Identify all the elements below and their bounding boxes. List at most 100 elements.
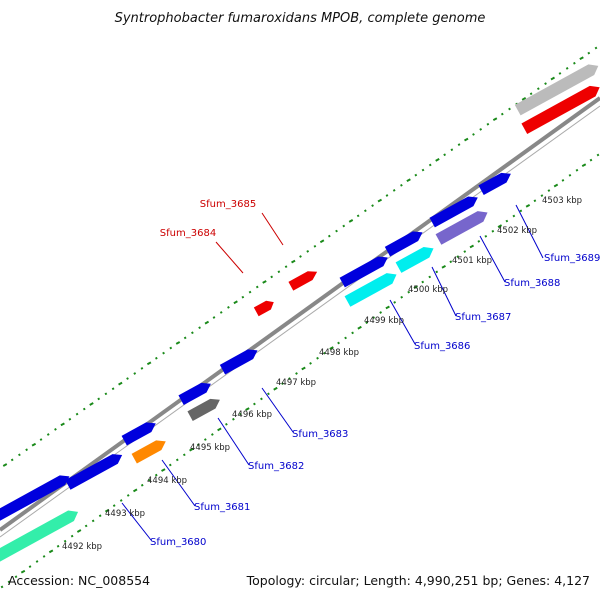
gene-label-sfum-3685[interactable]: Sfum_3685 [200,199,256,210]
kbp-label: 4501 kbp [452,256,492,266]
lower-tick [182,453,186,457]
gene-label-sfum-3681[interactable]: Sfum_3681 [194,502,250,513]
upper-tick [364,209,367,213]
genome-summary-text: Topology: circular; Length: 4,990,251 bp… [246,573,590,588]
upper-tick [450,148,454,152]
gene-label-sfum-3689-leader [515,204,544,259]
feature-cds[interactable] [384,231,423,257]
kbp-scale-labels: 4492 kbp 4493 kbp 4494 kbp 4495 kbp 4496 kbp… [62,196,582,552]
upper-tick [233,300,238,305]
feature-sfum-3689[interactable] [478,172,511,196]
gene-label-sfum-3684-leader [215,241,244,274]
lower-tick [56,544,60,548]
upper-tick [111,387,115,391]
gene-features [0,64,600,563]
feature-sfum-3686[interactable] [344,273,397,307]
upper-tick [464,137,469,142]
upper-tick [227,305,230,309]
lower-tick [540,194,544,198]
upper-tick [146,361,152,366]
upper-tick [371,204,374,208]
upper-tick [169,346,173,350]
upper-tick [18,453,21,457]
upper-tick [327,234,331,238]
feature-cds[interactable] [121,422,156,446]
gene-label-sfum-3687[interactable]: Sfum_3687 [455,312,511,323]
lower-tick [295,372,298,375]
upper-tick [406,178,411,183]
lower-tick [372,316,375,319]
kbp-label: 4500 kbp [408,285,448,295]
upper-tick [486,122,490,126]
upper-tick [291,259,296,264]
upper-tick [550,76,555,81]
lower-tick [63,539,67,543]
upper-tick [89,402,94,406]
upper-tick [319,239,325,244]
feature-cds[interactable] [429,196,478,228]
feature-sfum-3687[interactable] [395,246,434,273]
lower-tick [161,468,166,472]
upper-tick [2,463,8,467]
feature-gray[interactable] [514,64,599,116]
map-title: Syntrophobacter fumaroxidans MPOB, compl… [115,11,486,26]
accession-text: Accession: NC_008554 [8,573,151,588]
lower-tick [519,209,523,213]
upper-tick [342,224,346,228]
lower-tick [70,534,74,538]
lower-tick [400,295,404,299]
upper-tick [140,367,144,370]
upper-tick [82,407,86,411]
feature-sfum-3682[interactable] [187,398,220,422]
gene-labels: Sfum_3685 Sfum_3684 Sfum_3689 Sfum_3688 Sfum… [121,199,600,548]
upper-tick [212,316,216,319]
lower-tick [568,173,572,177]
lower-tick [589,158,593,162]
feature-sfum-3688[interactable] [435,211,488,245]
kbp-label: 4496 kbp [232,410,272,420]
gene-label-sfum-3688[interactable]: Sfum_3688 [504,278,560,289]
upper-tick [46,433,50,436]
lower-tick [561,179,565,182]
upper-tick [313,244,317,248]
upper-tick [248,290,252,294]
feature-sfum-3683[interactable] [219,349,258,375]
feature-cds[interactable] [178,382,211,406]
upper-tick [162,351,165,355]
upper-tick [594,46,598,50]
lower-tick [337,341,340,345]
gene-label-sfum-3680[interactable]: Sfum_3680 [150,537,206,548]
lower-tick [497,224,503,228]
upper-tick [25,448,28,452]
feature-cds[interactable] [0,475,70,524]
kbp-label: 4499 kbp [364,316,404,326]
feature-sfum-3680[interactable] [0,510,79,563]
gene-label-sfum-3689[interactable]: Sfum_3689 [544,253,600,264]
lower-tick [175,458,179,462]
lower-tick [211,433,214,436]
gene-label-sfum-3683[interactable]: Sfum_3683 [292,429,348,440]
lower-tick [253,402,256,406]
feature-cds[interactable] [339,256,388,288]
feature-sfum-3684[interactable] [253,300,274,317]
feature-sfum-3685[interactable] [288,271,318,291]
gene-label-sfum-3687-leader [431,266,457,317]
lower-tick [147,478,151,482]
gene-label-sfum-3684[interactable]: Sfum_3684 [160,228,216,239]
feature-sfum-3681[interactable] [131,440,166,464]
feature-red[interactable] [521,85,600,134]
gene-label-sfum-3682[interactable]: Sfum_3682 [248,461,304,472]
upper-tick [241,295,245,299]
lower-tick [407,290,411,294]
lower-tick [316,356,319,360]
lower-tick [281,382,284,386]
upper-tick [198,326,201,330]
upper-tick [255,285,259,289]
feature-cds[interactable] [65,454,123,490]
kbp-label: 4493 kbp [105,509,145,519]
gene-label-sfum-3686[interactable]: Sfum_3686 [414,341,470,352]
gene-label-sfum-3688-leader [479,235,506,283]
upper-tick [521,97,527,101]
gene-label-sfum-3686-leader [389,299,416,345]
